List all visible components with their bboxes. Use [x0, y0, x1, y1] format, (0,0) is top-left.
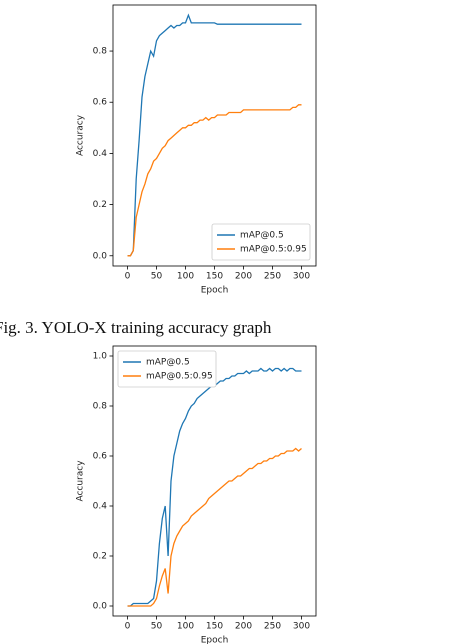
x-tick-label: 200 [235, 622, 252, 632]
y-tick-label: 1.0 [93, 352, 108, 362]
x-tick-label: 300 [293, 622, 310, 632]
x-tick-label: 0 [125, 622, 131, 632]
y-tick-label: 0.0 [93, 251, 108, 261]
legend-box [211, 223, 311, 261]
data-line [127, 13, 302, 257]
legend-box [117, 350, 217, 388]
legend-label: mAP@0.5 [240, 231, 284, 241]
x-tick-label: 250 [264, 272, 281, 282]
legend-label: mAP@0.5:0.95 [146, 372, 213, 382]
x-tick-label: 250 [264, 622, 281, 632]
legend-label: mAP@0.5 [146, 358, 190, 368]
data-line [127, 104, 302, 257]
x-axis-label: Epoch [201, 286, 229, 296]
data-line [127, 367, 302, 607]
y-tick-label: 0.0 [93, 602, 108, 612]
x-tick-label: 100 [177, 272, 194, 282]
y-axis-label: Accuracy [76, 114, 86, 156]
y-tick-label: 0.8 [93, 402, 108, 412]
x-tick-label: 200 [235, 272, 252, 282]
x-tick-label: 50 [151, 622, 163, 632]
x-tick-label: 50 [151, 272, 163, 282]
y-tick-label: 0.6 [93, 98, 108, 108]
x-tick-label: 150 [206, 622, 223, 632]
x-axis-label: Epoch [201, 636, 229, 644]
y-tick-label: 0.8 [93, 47, 108, 57]
legend-label: mAP@0.5:0.95 [240, 245, 307, 255]
y-tick-label: 0.2 [93, 200, 107, 210]
caption: Fig. 3. YOLO-X training accuracy graph [0, 318, 272, 337]
y-tick-label: 0.2 [93, 552, 107, 562]
y-tick-label: 0.4 [93, 502, 108, 512]
x-tick-label: 100 [177, 622, 194, 632]
x-tick-label: 300 [293, 272, 310, 282]
data-line [127, 447, 302, 607]
y-axis-label: Accuracy [76, 460, 86, 502]
x-tick-label: 150 [206, 272, 223, 282]
y-tick-label: 0.6 [93, 452, 108, 462]
x-tick-label: 0 [125, 272, 131, 282]
y-tick-label: 0.4 [93, 149, 108, 159]
